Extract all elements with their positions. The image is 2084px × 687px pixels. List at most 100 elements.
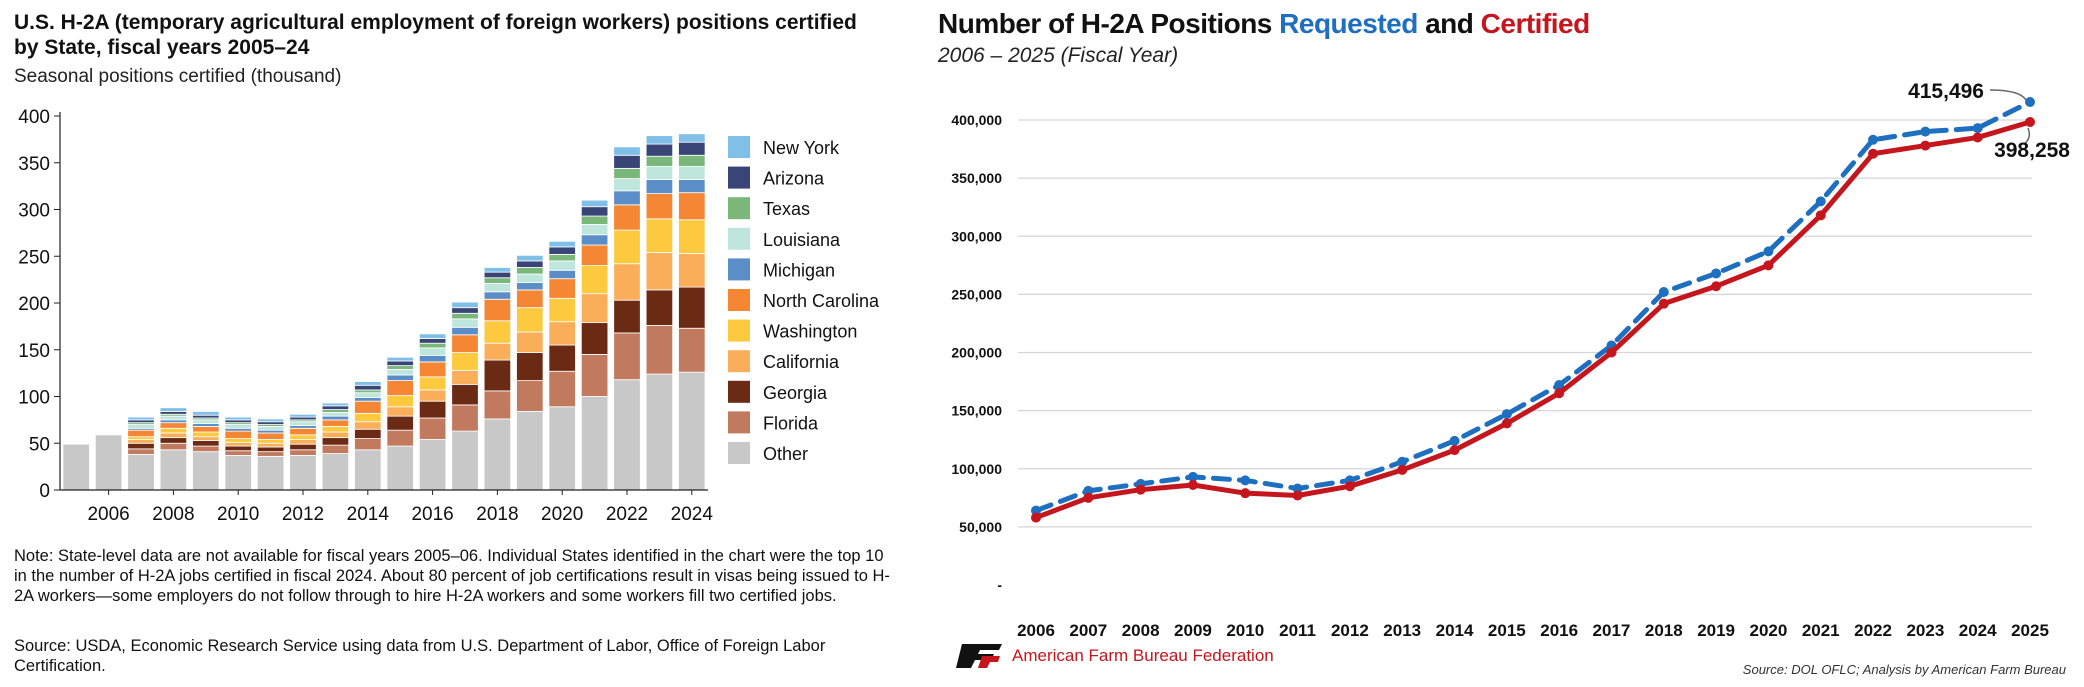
- point-certified-2019: [1711, 281, 1722, 292]
- point-certified-2012: [1344, 481, 1355, 492]
- bar-segment-north-carolina-2018: [483, 298, 512, 322]
- bar-segment-other-2021: [580, 396, 609, 491]
- point-certified-2016: [1554, 388, 1565, 399]
- bar-segment-louisiana-2019: [516, 273, 544, 283]
- bar-segment-michigan-2010: [224, 427, 252, 432]
- bar-segment-arizona-2024: [678, 141, 706, 156]
- bar-segment-other-2018: [483, 418, 512, 491]
- bar-segment-michigan-2019: [516, 282, 544, 291]
- point-requested-2025: [2025, 96, 2035, 107]
- bar-segment-texas-2023: [645, 155, 674, 167]
- point-requested-2019: [1711, 268, 1722, 279]
- point-certified-2025: [2025, 117, 2035, 128]
- bar-segment-michigan-2008: [159, 419, 188, 424]
- bar-segment-washington-2013: [321, 426, 350, 433]
- bar-segment-north-carolina-2014: [354, 400, 382, 414]
- bar-segment-florida-2012: [289, 449, 317, 456]
- bar-segment-louisiana-2011: [256, 426, 285, 431]
- bar-segment-michigan-2014: [354, 397, 382, 402]
- bar-segment-north-carolina-2016: [418, 361, 447, 378]
- x-tick-label-2010: 2010: [217, 504, 259, 525]
- bar-segment-florida-2021: [580, 354, 609, 397]
- bar-segment-florida-2011: [256, 451, 285, 457]
- y-tick-label-50: 50: [29, 434, 50, 455]
- bar-segment-georgia-2014: [354, 428, 382, 439]
- bar-segment-other-2005: [62, 443, 90, 491]
- x-tick-label-2008: 2008: [152, 504, 194, 525]
- bar-segment-washington-2021: [580, 265, 609, 295]
- bar-segment-new-york-2010: [224, 416, 252, 421]
- bar-segment-michigan-2012: [289, 425, 317, 429]
- bar-segment-arizona-2007: [127, 419, 155, 424]
- bar-segment-other-2017: [451, 430, 479, 491]
- bar-segment-new-york-2011: [256, 418, 285, 423]
- point-certified-2021: [1815, 210, 1826, 221]
- bar-segment-other-2009: [192, 451, 220, 491]
- x-tick-label-2006: 2006: [1017, 621, 1055, 640]
- bar-segment-georgia-2022: [613, 299, 641, 334]
- bar-segment-new-york-2008: [159, 407, 188, 412]
- bar-segment-florida-2009: [192, 445, 220, 453]
- bar-segment-louisiana-2009: [192, 419, 220, 425]
- point-certified-2007: [1083, 492, 1094, 503]
- afbf-logo-icon: [956, 644, 1002, 668]
- bar-segment-new-york-2013: [321, 402, 350, 407]
- bar-segment-california-2015: [386, 406, 414, 417]
- bar-segment-georgia-2016: [418, 400, 447, 419]
- x-tick-label-2013: 2013: [1383, 621, 1421, 640]
- bar-segment-michigan-2015: [386, 374, 414, 382]
- bar-segment-arizona-2008: [159, 411, 188, 415]
- bar-segment-washington-2015: [386, 395, 414, 408]
- legend-swatch-washington: [728, 319, 750, 342]
- x-tick-label-2020: 2020: [541, 504, 583, 525]
- bar-segment-washington-2009: [192, 431, 220, 438]
- legend-label-florida: Florida: [763, 413, 819, 433]
- point-certified-2011: [1292, 490, 1303, 501]
- bar-segment-louisiana-2010: [224, 424, 252, 429]
- series-line-requested: [1033, 99, 2033, 514]
- bar-segment-texas-2018: [483, 277, 512, 284]
- point-requested-2018: [1658, 287, 1669, 298]
- y-tick-label-400000: 400,000: [951, 112, 1002, 128]
- point-requested-2020: [1763, 246, 1774, 257]
- bar-segment-north-carolina-2007: [127, 429, 155, 438]
- bar-segment-georgia-2008: [159, 437, 188, 444]
- x-tick-label-2019: 2019: [1697, 621, 1735, 640]
- x-tick-label-2021: 2021: [1802, 621, 1840, 640]
- x-tick-label-2017: 2017: [1593, 621, 1631, 640]
- legend-swatch-florida: [728, 411, 750, 434]
- bar-segment-louisiana-2013: [321, 411, 350, 417]
- bar-segment-michigan-2011: [256, 429, 285, 434]
- x-tick-label-2016: 2016: [1540, 621, 1578, 640]
- bar-segment-texas-2022: [613, 167, 641, 180]
- x-tick-label-2007: 2007: [1069, 621, 1107, 640]
- bar-segment-new-york-2007: [127, 416, 155, 421]
- bar-segment-california-2009: [192, 436, 220, 441]
- bar-segment-north-carolina-2019: [516, 289, 544, 309]
- title-requested: Requested: [1279, 8, 1418, 39]
- bar-segment-arizona-2009: [192, 414, 220, 419]
- point-certified-2024: [1972, 132, 1983, 143]
- point-requested-2011: [1292, 483, 1303, 494]
- y-tick-label-200: 200: [18, 294, 50, 315]
- bar-segment-texas-2019: [516, 267, 544, 275]
- x-tick-label-2022: 2022: [1854, 621, 1892, 640]
- bar-segment-new-york-2019: [516, 254, 544, 262]
- right-chart-subtitle: 2006 – 2025 (Fiscal Year): [938, 44, 1179, 67]
- bar-segment-california-2010: [224, 441, 252, 447]
- bar-segment-michigan-2018: [483, 291, 512, 300]
- bar-segment-arizona-2013: [321, 405, 350, 410]
- point-certified-2015: [1501, 418, 1512, 429]
- bar-segment-north-carolina-2010: [224, 430, 252, 439]
- bar-segment-florida-2017: [451, 404, 479, 432]
- bar-segment-north-carolina-2020: [548, 278, 576, 299]
- legend-swatch-texas: [728, 197, 750, 220]
- bar-segment-louisiana-2022: [613, 178, 641, 192]
- legend-swatch-other: [728, 442, 750, 464]
- bar-segment-north-carolina-2012: [289, 427, 317, 436]
- left-chart-subtitle: Seasonal positions certified (thousand): [14, 66, 342, 87]
- y-tick-label-0: -: [997, 577, 1002, 593]
- bar-segment-louisiana-2023: [645, 166, 674, 180]
- bar-segment-florida-2024: [678, 327, 706, 373]
- x-tick-label-2025: 2025: [2011, 621, 2049, 640]
